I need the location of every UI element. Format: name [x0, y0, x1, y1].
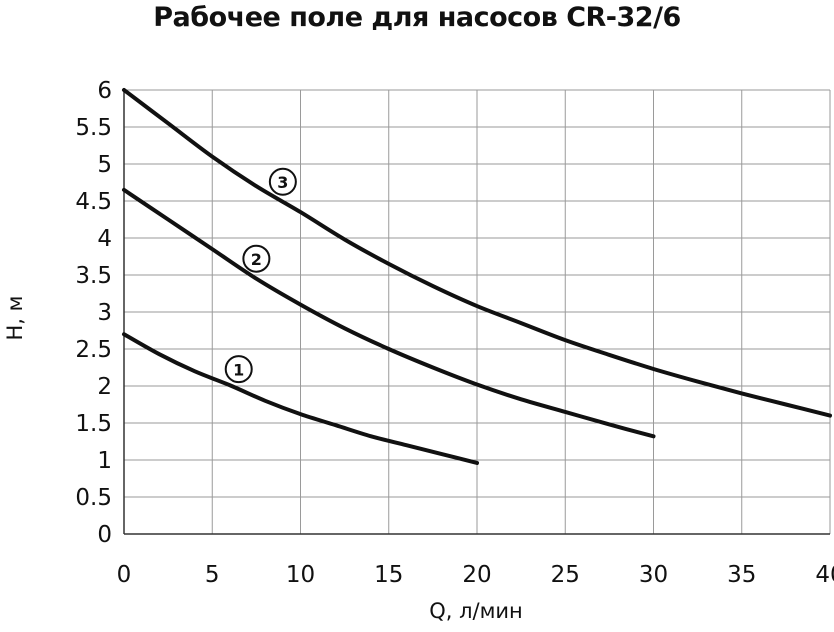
y-tick-label: 4 — [97, 226, 112, 252]
curve-markers: 1 2 3 — [224, 167, 297, 384]
y-tick-label: 3.5 — [75, 263, 112, 289]
y-tick-label: 0.5 — [75, 485, 112, 511]
y-tick-label: 5.5 — [75, 115, 112, 141]
tick-labels: 0 5 10 15 20 25 30 35 40 0 0.5 1 1.5 2 2.5 3 3.5 4 4.5 5 5.5… — [75, 78, 834, 588]
marker-label: 1 — [233, 361, 244, 380]
curve-3 — [122, 88, 832, 418]
x-tick-label: 0 — [117, 562, 132, 588]
y-tick-label: 1 — [97, 448, 112, 474]
marker-circle — [242, 244, 271, 273]
curves — [122, 88, 832, 465]
grid-lines — [124, 89, 831, 534]
y-tick-label: 2 — [97, 374, 112, 400]
x-tick-label: 25 — [551, 562, 580, 588]
marker-circle — [268, 167, 297, 196]
y-tick-label: 6 — [97, 78, 112, 104]
y-tick-label: 3 — [97, 300, 112, 326]
marker-label: 2 — [251, 250, 262, 269]
x-tick-label: 35 — [727, 562, 756, 588]
y-tick-label: 5 — [97, 152, 112, 178]
curve-2 — [122, 187, 656, 439]
y-tick-label: 0 — [97, 522, 112, 548]
marker-circle — [224, 355, 253, 384]
curve-marker-1: 1 — [224, 355, 253, 384]
curve-marker-2: 2 — [242, 244, 271, 273]
x-tick-label: 15 — [374, 562, 403, 588]
marker-label: 3 — [277, 173, 288, 192]
curve-1 — [122, 332, 479, 465]
curve-marker-3: 3 — [268, 167, 297, 196]
x-tick-label: 20 — [462, 562, 491, 588]
y-tick-label: 1.5 — [75, 411, 112, 437]
x-tick-label: 40 — [815, 562, 834, 588]
y-tick-label: 4.5 — [75, 189, 112, 215]
y-tick-label: 2.5 — [75, 337, 112, 363]
axes — [123, 88, 830, 535]
x-tick-label: 30 — [639, 562, 668, 588]
chart-title: Рабочее поле для насосов CR-32/6 — [153, 2, 681, 33]
y-axis-label: H, м — [3, 296, 27, 341]
x-tick-label: 5 — [205, 562, 220, 588]
x-tick-label: 10 — [286, 562, 315, 588]
x-axis-label: Q, л/мин — [429, 599, 523, 623]
